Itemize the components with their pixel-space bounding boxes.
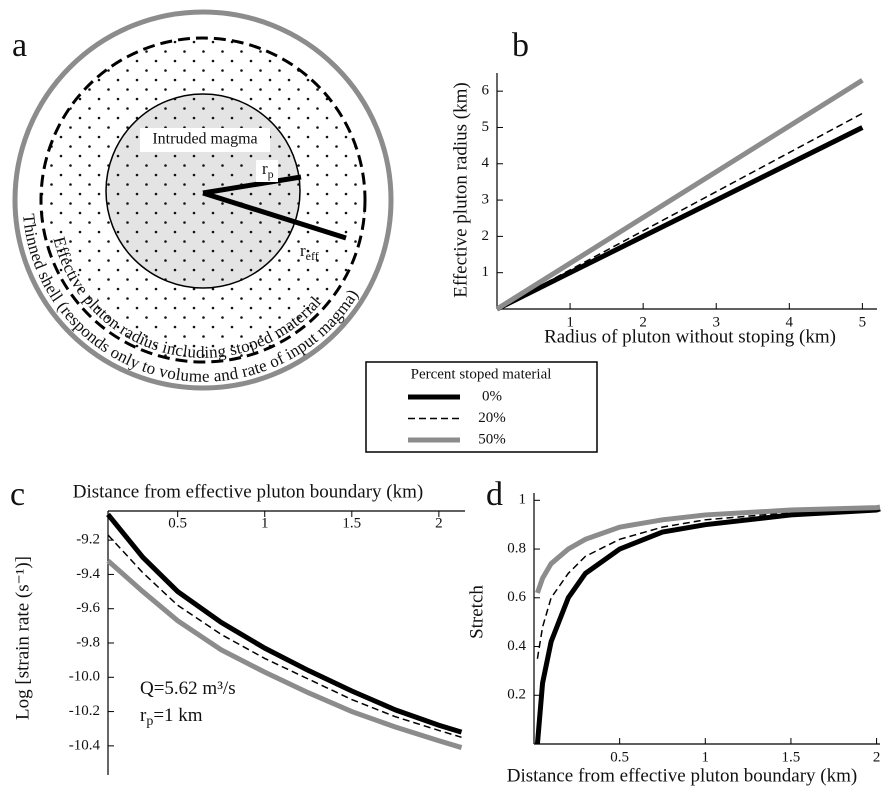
y-tick-label: -10.0 — [69, 669, 100, 685]
panel-label: b — [512, 27, 529, 64]
y-tick-label: 3 — [482, 192, 490, 208]
y-tick-label: 6 — [482, 83, 490, 99]
x-tick-label: 5 — [859, 314, 867, 330]
panel-label: d — [486, 476, 503, 513]
legend-label: 50% — [478, 431, 506, 447]
y-tick-label: -9.8 — [76, 634, 100, 650]
y-tick-label: -9.2 — [76, 532, 100, 548]
x-tick-label: 1 — [261, 515, 269, 531]
x-tick-label: 1.5 — [342, 515, 361, 531]
x-tick-label: 2 — [435, 515, 443, 531]
x-tick-label: 2 — [873, 749, 881, 765]
x-tick-label: 1 — [566, 314, 574, 330]
diagram-a: Intruded magma rp reff Effective pluton … — [12, 9, 394, 391]
label-box — [140, 128, 270, 152]
outer-circle — [12, 9, 394, 391]
y-tick-label: 0.8 — [507, 540, 526, 556]
panel-label: c — [10, 476, 25, 513]
legend-label: 0% — [482, 388, 502, 404]
reff-main: r — [300, 241, 306, 260]
series-line — [496, 112, 863, 310]
annotation: rp=1 km — [140, 705, 203, 729]
annotation-sub: p — [146, 714, 153, 729]
y-tick-label: 0.6 — [507, 589, 526, 605]
panel-label: a — [12, 27, 27, 64]
x-axis-label: Radius of pluton without stoping (km) — [544, 326, 836, 347]
label-box — [256, 160, 278, 182]
series-line — [535, 504, 881, 594]
y-axis-label: Log [strain rate (s⁻¹)] — [12, 556, 33, 720]
y-axis-label: Effective pluton radius (km) — [450, 82, 471, 297]
x-tick-label: 2 — [639, 314, 647, 330]
y-tick-label: -10.2 — [69, 703, 100, 719]
x-tick-label: 4 — [786, 314, 794, 330]
inner-label: Intruded magma — [152, 131, 257, 148]
legend-label: 20% — [478, 410, 506, 426]
x-axis-label: Distance from effective pluton boundary … — [73, 481, 424, 502]
x-axis-label: Distance from effective pluton boundary … — [507, 765, 858, 786]
annotation-main: r — [140, 705, 147, 726]
series-line — [495, 78, 864, 312]
annotation-text: =1 km — [153, 705, 202, 726]
x-tick-label: 0.5 — [168, 515, 187, 531]
reff-line — [202, 190, 347, 241]
x-tick-label: 0.5 — [610, 749, 629, 765]
series-line — [495, 125, 864, 312]
y-tick-label: -9.6 — [76, 600, 100, 616]
legend: Percent stoped material 0% 20% 50% — [365, 361, 598, 453]
reff-label: reff — [300, 241, 319, 263]
series-line — [534, 506, 881, 745]
x-tick-label: 1 — [702, 749, 710, 765]
y-axis-label: Stretch — [466, 585, 487, 639]
series-line — [106, 558, 463, 750]
series-line — [107, 534, 462, 739]
legend-box — [365, 361, 598, 453]
x-tick-label: 3 — [712, 314, 720, 330]
reff-sub: eff — [306, 249, 319, 263]
y-tick-label: 1 — [519, 492, 527, 508]
annotation-text: Q=5.62 m³/s — [140, 678, 236, 699]
rp-label: rp — [262, 159, 274, 181]
y-tick-label: 2 — [482, 228, 490, 244]
y-tick-label: 5 — [482, 119, 490, 135]
series-line — [536, 507, 881, 659]
x-tick-label: 1.5 — [782, 749, 801, 765]
y-tick-label: 0.2 — [507, 687, 526, 703]
y-tick-label: 0.4 — [507, 638, 526, 654]
rp-sub: p — [268, 167, 274, 181]
annotation: Q=5.62 m³/s — [140, 678, 236, 699]
y-tick-label: 4 — [482, 155, 490, 171]
rp-line — [202, 174, 302, 196]
series-line — [106, 512, 463, 735]
legend-title: Percent stoped material — [411, 366, 552, 382]
rp-main: r — [262, 159, 268, 178]
y-tick-label: -9.4 — [76, 566, 100, 582]
y-tick-label: 1 — [482, 264, 490, 280]
y-tick-label: -10.4 — [69, 737, 101, 753]
